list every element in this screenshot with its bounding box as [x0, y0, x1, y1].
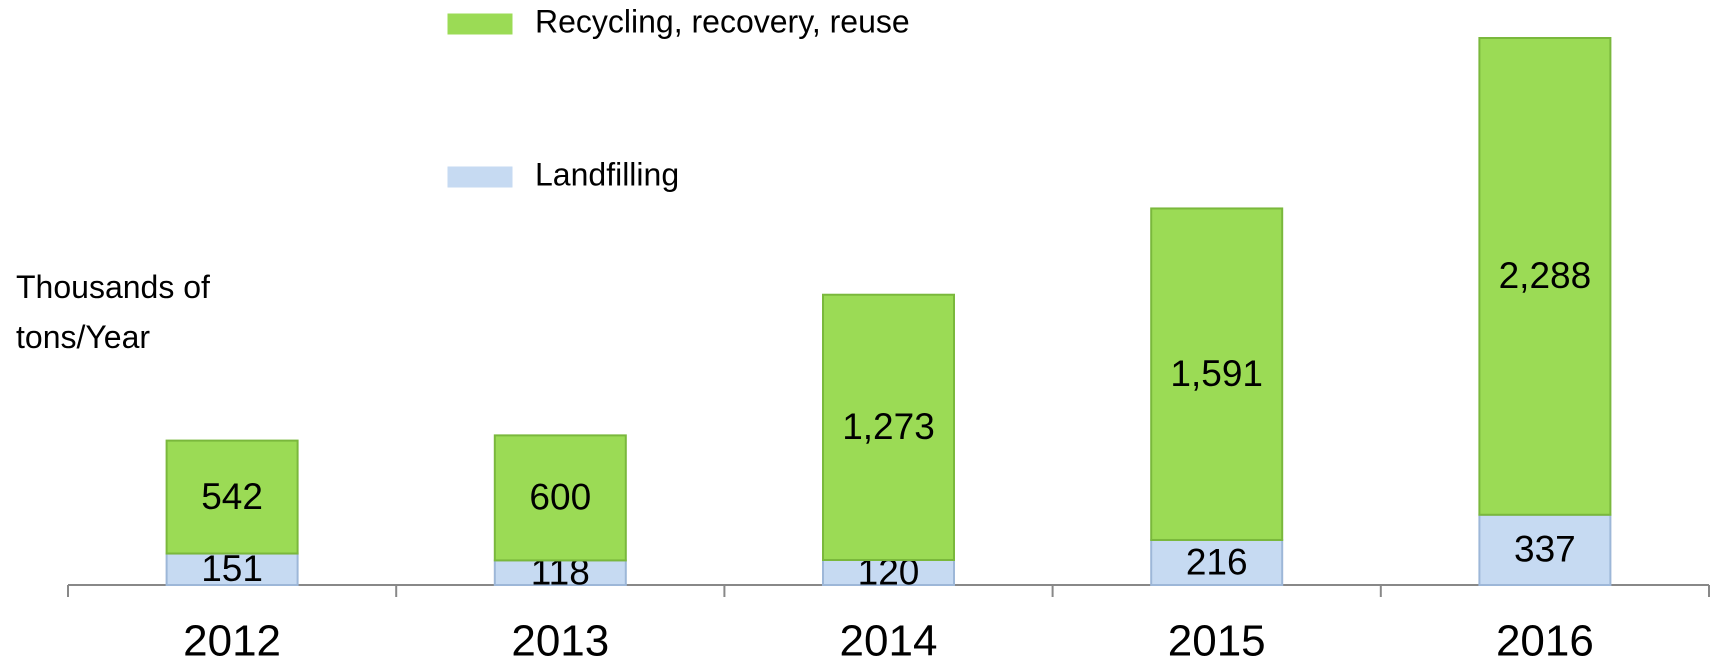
data-label: 600: [529, 477, 591, 518]
x-tick-label: 2015: [1168, 617, 1266, 665]
bar-segment: [165, 439, 299, 555]
bar-segment: [493, 434, 627, 562]
data-label: 337: [1514, 529, 1576, 570]
legend-swatch: [447, 13, 513, 35]
bar-segment: [1150, 538, 1284, 586]
legend-label: Recycling, recovery, reuse: [535, 3, 910, 39]
x-tick-label: 2012: [183, 617, 281, 665]
bar-segment: [1150, 207, 1284, 541]
y-axis-label: Thousands of tons/Year: [16, 269, 210, 355]
x-tick-label: 2016: [1496, 617, 1594, 665]
legend-swatch: [447, 166, 513, 188]
bar-segment: [493, 559, 627, 587]
data-label: 151: [201, 548, 263, 589]
bar-segment: [822, 293, 955, 561]
x-tick-label: 2013: [511, 617, 609, 665]
data-label: 2,288: [1499, 255, 1592, 296]
bar-segment: [1478, 37, 1612, 516]
data-label: 216: [1186, 541, 1248, 582]
data-label: 542: [201, 476, 263, 517]
legend-label: Landfilling: [535, 156, 679, 192]
data-label: 1,591: [1170, 353, 1263, 394]
x-tick-label: 2014: [840, 617, 938, 665]
data-label: 1,273: [842, 406, 935, 447]
